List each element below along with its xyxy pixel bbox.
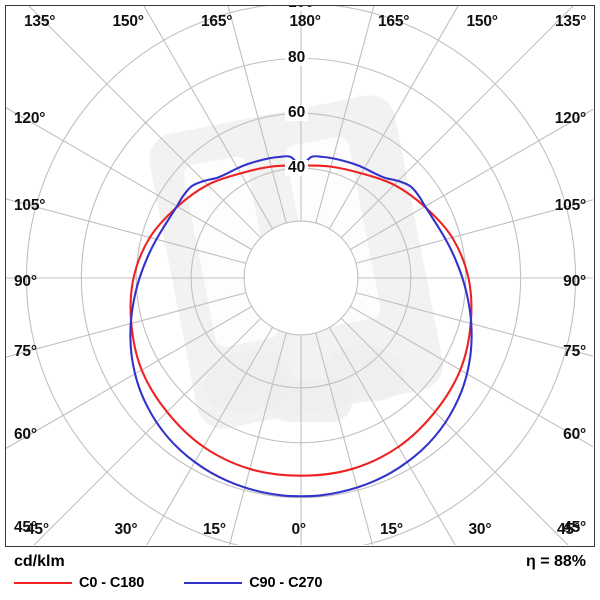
polar-plot-frame: 135° 150° 165° 180° 165° 150° 135° 45° 30° 15° 0° 1…: [5, 5, 595, 547]
angle-label-bottom-2: 15°: [203, 521, 226, 538]
legend-swatch-icon: [184, 582, 243, 584]
angle-label-top-1: 150°: [112, 13, 144, 30]
angle-label-left-5: 45°: [14, 519, 37, 536]
angle-label-top-3: 180°: [289, 13, 321, 30]
radial-tick-100: 100: [285, 6, 317, 11]
efficiency-label: η = 88%: [525, 553, 586, 570]
center-hub: [243, 220, 359, 336]
chart-footer: cd/klm η = 88% C0 - C180 C90 - C270: [0, 549, 600, 600]
angle-label-top-5: 150°: [466, 13, 498, 30]
angle-label-bottom-3: 0°: [291, 521, 307, 538]
legend: C0 - C180 C90 - C270: [14, 575, 322, 591]
radial-tick-80: 80: [285, 50, 309, 66]
angle-label-bottom-0: 45°: [26, 521, 49, 538]
legend-entry-0[interactable]: C0 - C180: [14, 575, 144, 591]
polar-plot-canvas: [6, 6, 593, 545]
angle-label-bottom-4: 15°: [380, 521, 403, 538]
radial-tick-60: 60: [285, 105, 309, 121]
angle-label-top-0: 135°: [24, 13, 56, 30]
angle-label-bottom-1: 30°: [114, 521, 138, 538]
angle-label-right-2: 90°: [563, 273, 586, 290]
legend-swatch-icon: [14, 582, 72, 584]
angle-label-left-1: 105°: [14, 197, 46, 214]
angle-label-bottom-5: 30°: [468, 521, 492, 538]
angle-label-right-0: 120°: [554, 110, 586, 127]
radial-tick-40: 40: [285, 160, 309, 176]
angle-label-right-3: 75°: [563, 343, 586, 360]
angle-label-right-5: 45°: [563, 519, 586, 536]
angle-label-top-2: 165°: [201, 13, 233, 30]
angle-label-left-2: 90°: [14, 273, 37, 290]
angle-label-top-6: 135°: [555, 13, 587, 30]
angle-label-bottom-6: 45°: [557, 521, 580, 538]
angle-label-left-0: 120°: [14, 110, 46, 127]
angle-label-left-4: 60°: [14, 426, 37, 443]
legend-label: C90 - C270: [249, 575, 323, 591]
legend-entry-1[interactable]: C90 - C270: [184, 575, 322, 591]
unit-label: cd/klm: [14, 553, 65, 570]
angle-label-right-4: 60°: [563, 426, 586, 443]
angle-label-right-1: 105°: [554, 197, 586, 214]
angle-label-top-4: 165°: [378, 13, 410, 30]
angle-label-left-3: 75°: [14, 343, 37, 360]
legend-label: C0 - C180: [79, 575, 145, 591]
